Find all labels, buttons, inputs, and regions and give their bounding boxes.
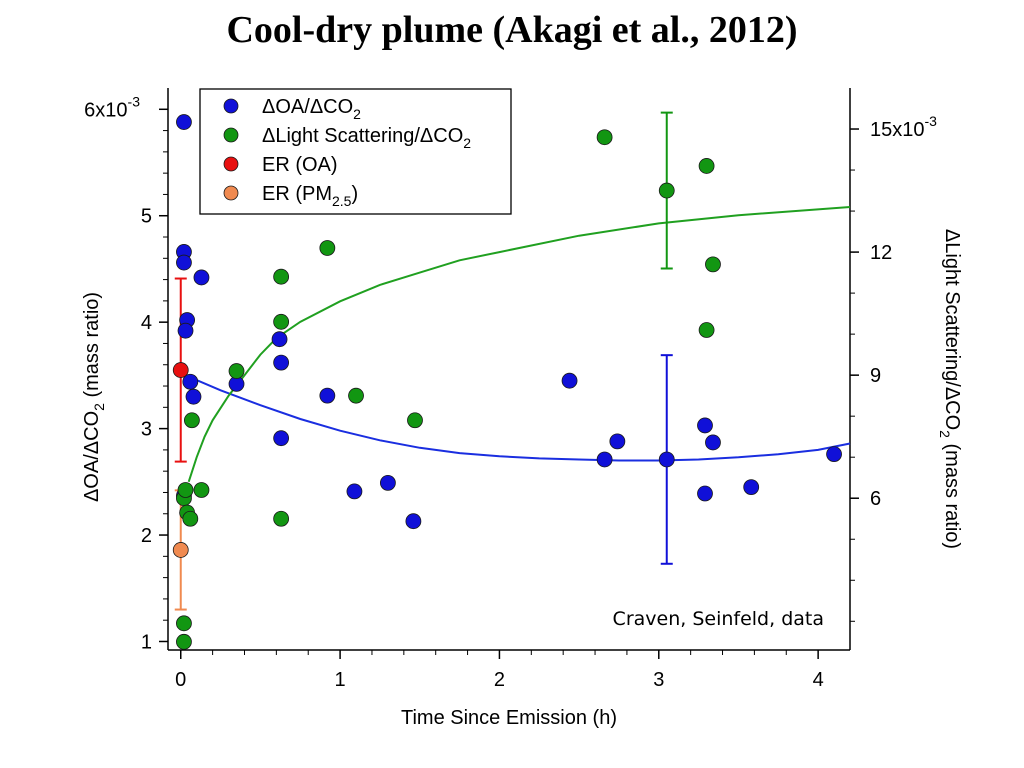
data-point — [193, 482, 210, 498]
label-part: ΔOA/ΔCO — [262, 96, 353, 118]
data-point — [228, 363, 245, 379]
y-left-tick-label: 3 — [141, 419, 152, 441]
data-point — [184, 412, 200, 429]
data-point — [698, 322, 715, 338]
fit-curve-line — [187, 206, 851, 483]
x-tick-label: 2 — [494, 669, 505, 691]
data-point — [177, 482, 194, 498]
legend-marker — [223, 98, 239, 114]
data-point — [273, 510, 290, 527]
label-part: ) — [351, 183, 358, 205]
data-point — [172, 362, 189, 378]
label-part: (mass ratio) — [81, 292, 103, 403]
y-right-tick-label: 12 — [870, 242, 892, 264]
legend-label: ER (PM2.5) — [262, 183, 358, 209]
fit-curves — [180, 206, 851, 483]
annotation: Craven, Seinfeld, data — [613, 608, 824, 630]
y-left-tick-label: 5 — [141, 206, 152, 228]
source-annotation: Craven, Seinfeld, data — [613, 608, 824, 630]
data-point — [273, 313, 290, 330]
data-point — [176, 615, 192, 632]
label-subscript: 2 — [353, 106, 361, 122]
data-point — [319, 240, 336, 256]
data-point — [172, 542, 189, 558]
data-point — [705, 256, 721, 273]
fit-curve-line — [180, 372, 851, 462]
data-point — [176, 633, 192, 650]
data-point — [407, 412, 423, 429]
data-point — [697, 417, 713, 434]
y-right-exponent: -3 — [925, 113, 938, 129]
data-point — [596, 129, 613, 146]
label-subscript: 2.5 — [332, 193, 352, 209]
data-point — [182, 373, 199, 390]
label-part: ER (OA) — [262, 154, 338, 176]
data-point — [596, 451, 613, 468]
y-right-tick-label: 9 — [870, 365, 881, 387]
data-point — [319, 387, 336, 404]
data-point — [193, 269, 210, 286]
legend-label: ER (OA) — [262, 154, 338, 176]
data-point — [379, 474, 396, 491]
data-point — [271, 331, 288, 348]
label-subscript: 2 — [937, 430, 953, 438]
data-point — [176, 254, 192, 271]
data-points — [172, 114, 842, 650]
x-tick-label: 3 — [653, 669, 664, 691]
data-point — [743, 479, 760, 496]
y-axis-right: 6 9 12 15x10-3 ΔLight Scattering/ΔCO2 (mass … — [850, 113, 963, 622]
data-point — [177, 322, 194, 339]
x-tick-label: 0 — [175, 669, 186, 691]
y-left-tick-label: 4 — [141, 312, 152, 334]
data-point — [185, 388, 202, 405]
label-part: (mass ratio) — [941, 438, 963, 549]
y-right-axis-label: ΔLight Scattering/ΔCO2 (mass ratio) — [937, 229, 963, 549]
data-point — [405, 513, 422, 530]
data-point — [561, 372, 578, 389]
y-left-tick-label: 6x10-3 — [84, 93, 140, 121]
y-right-tick-label: 6 — [870, 488, 881, 510]
y-right-tick-label: 15x10-3 — [870, 113, 937, 141]
y-left-tick-label: 1 — [141, 631, 152, 653]
y-left-axis-label: ΔOA/ΔCO2 (mass ratio) — [81, 292, 107, 502]
data-point — [273, 354, 290, 371]
data-point — [697, 485, 713, 502]
label-subscript: 2 — [463, 135, 471, 151]
data-point — [182, 510, 199, 527]
legend-box — [199, 88, 512, 215]
label-part: ER (PM — [262, 183, 332, 205]
x-tick-label: 4 — [813, 669, 824, 691]
data-point — [176, 114, 192, 130]
data-point — [273, 430, 290, 447]
data-point — [348, 387, 364, 404]
y-left-exponent: -3 — [128, 93, 141, 109]
label-part: ΔLight Scattering/ΔCO — [262, 125, 463, 147]
data-point — [346, 483, 363, 500]
data-point — [658, 451, 675, 468]
data-point — [705, 434, 721, 451]
data-point — [698, 158, 715, 174]
x-tick-label: 1 — [335, 669, 346, 691]
page-title: Cool-dry plume (Akagi et al., 2012) — [226, 9, 798, 51]
legend-marker — [223, 127, 239, 143]
legend-label: ΔOA/ΔCO2 — [262, 96, 361, 122]
data-point — [826, 446, 842, 463]
legend-marker — [223, 185, 239, 201]
data-point — [658, 182, 675, 199]
label-part: ΔLight Scattering/ΔCO — [941, 229, 963, 430]
data-point — [273, 268, 290, 285]
label-subscript: 2 — [91, 403, 107, 411]
x-axis-label: Time Since Emission (h) — [401, 707, 617, 729]
legend-marker — [223, 156, 239, 172]
label-part: ΔOA/ΔCO — [81, 411, 103, 502]
data-point — [609, 433, 626, 450]
x-axis: 0 1 2 3 4 Time Since Emission (h) — [175, 650, 824, 729]
y-left-tick-label: 2 — [141, 525, 152, 547]
legend-label: ΔLight Scattering/ΔCO2 — [262, 125, 471, 151]
